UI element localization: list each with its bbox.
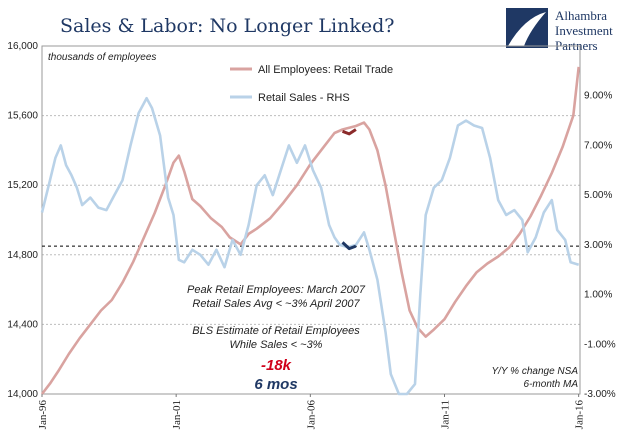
- annotation-duration: 6 mos: [254, 376, 297, 393]
- left-tick-label: 14,000: [7, 389, 38, 400]
- x-tick-label: Jan-01: [171, 400, 183, 429]
- x-tick-label: Jan-11: [439, 400, 451, 429]
- annotation-peak-1: Peak Retail Employees: March 2007: [187, 284, 366, 296]
- chart-title: Sales & Labor: No Longer Linked?: [60, 15, 394, 37]
- right-tick-label: 7.00%: [584, 140, 612, 151]
- left-tick-label: 14,800: [7, 250, 38, 261]
- right-tick-label: 1.00%: [584, 290, 612, 301]
- highlight-sales-low: [341, 241, 357, 251]
- annotation-bls-1: BLS Estimate of Retail Employees: [192, 325, 360, 337]
- source-note-2: 6-month MA: [524, 379, 579, 390]
- series-layer: [40, 66, 580, 396]
- right-tick-label: 3.00%: [584, 240, 612, 251]
- series-line-sales: [40, 96, 580, 396]
- annotation-change: -18k: [261, 357, 292, 374]
- logo-line-2: Investment: [555, 23, 613, 38]
- logo-line-1: Alhambra: [555, 8, 607, 23]
- plot-frame: [41, 45, 581, 395]
- annotation-bls-2: While Sales < ~3%: [230, 339, 323, 351]
- right-tick-label: 9.00%: [584, 91, 612, 102]
- source-note-1: Y/Y % change NSA: [491, 366, 578, 377]
- legend-label-sales: Retail Sales - RHS: [258, 92, 350, 104]
- right-tick-label: 5.00%: [584, 190, 612, 201]
- annotation-peak-2: Retail Sales Avg < ~3% April 2007: [192, 298, 360, 310]
- right-tick-label: -1.00%: [584, 339, 616, 350]
- left-tick-label: 14,400: [7, 319, 38, 330]
- legend-label-employees: All Employees: Retail Trade: [258, 64, 393, 76]
- x-tick-label: Jan-96: [37, 400, 49, 430]
- logo-arc: [508, 12, 546, 46]
- gridlines: [42, 115, 580, 325]
- series-line-employees: [40, 66, 580, 395]
- unit-note: thousands of employees: [48, 52, 156, 63]
- x-axis: Jan-96 Jan-01 Jan-06 Jan-11 Jan-16: [37, 394, 586, 429]
- x-tick-label: Jan-06: [305, 400, 317, 430]
- x-tick-label: Jan-16: [574, 400, 586, 430]
- logo: Alhambra Investment Partners: [506, 8, 613, 53]
- highlight-employees-peak: [341, 128, 357, 136]
- right-axis: -3.00% -1.00% 1.00% 3.00% 5.00% 7.00% 9.00%: [584, 91, 616, 400]
- annotation-block: Peak Retail Employees: March 2007 Retail…: [187, 284, 366, 393]
- right-tick-label: -3.00%: [584, 389, 616, 400]
- left-tick-label: 16,000: [7, 41, 38, 52]
- left-tick-label: 15,600: [7, 111, 38, 122]
- left-axis: 14,000 14,400 14,800 15,200 15,600 16,000: [7, 41, 38, 400]
- left-tick-label: 15,200: [7, 180, 38, 191]
- legend: All Employees: Retail Trade Retail Sales…: [230, 64, 393, 104]
- highlight-layer: [341, 128, 357, 251]
